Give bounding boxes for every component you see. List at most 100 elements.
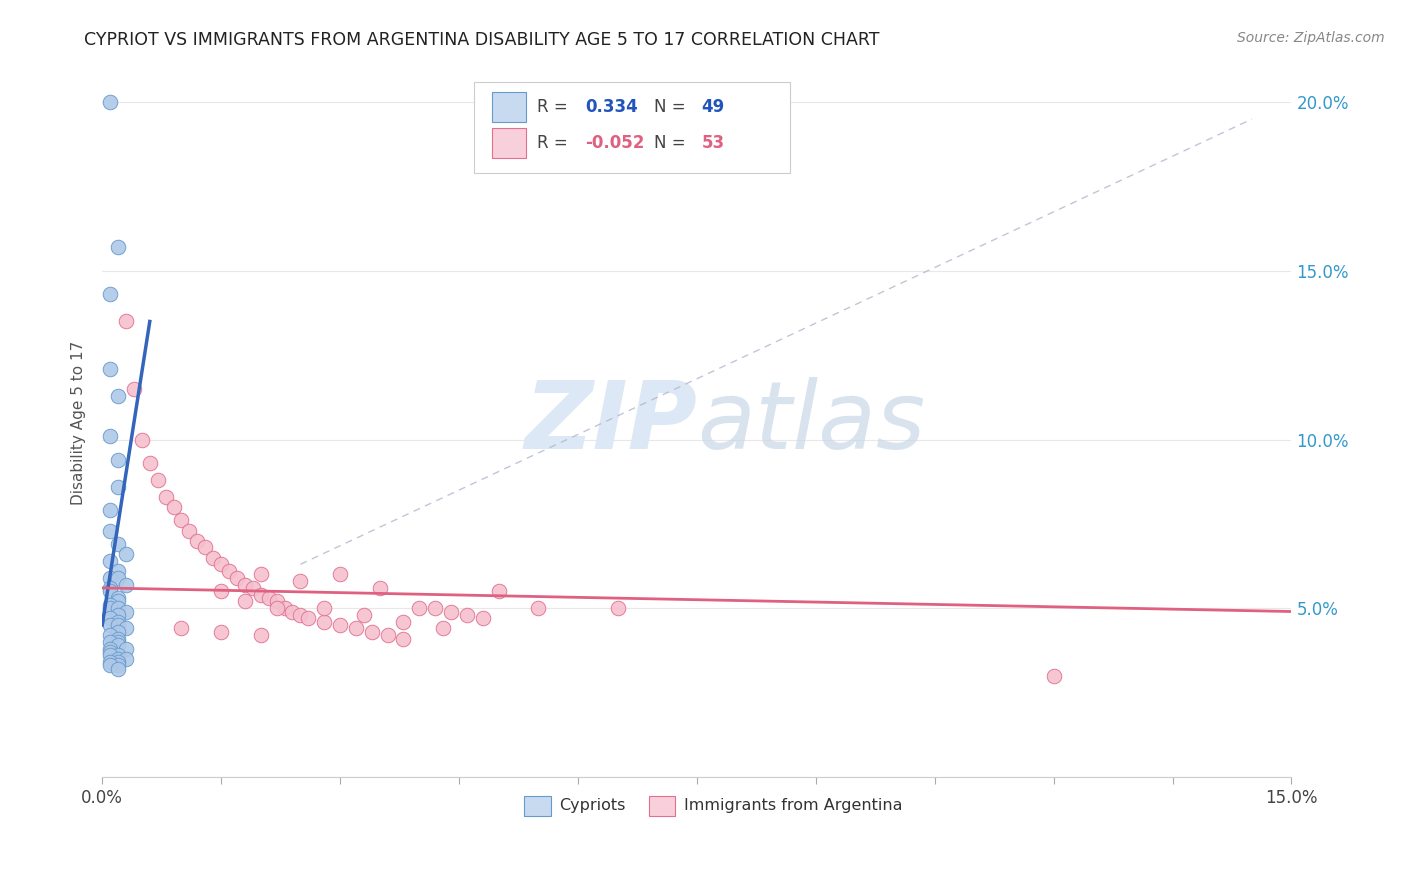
Point <box>115 641 138 656</box>
Point <box>98 503 121 517</box>
Point <box>107 571 129 585</box>
Point <box>107 480 129 494</box>
Point <box>107 635 129 649</box>
FancyBboxPatch shape <box>492 92 526 121</box>
Point <box>98 429 121 443</box>
Point <box>122 382 145 396</box>
Text: Immigrants from Argentina: Immigrants from Argentina <box>683 798 903 814</box>
Point <box>98 648 121 663</box>
Point <box>194 541 217 555</box>
Point <box>107 452 129 467</box>
Point <box>408 601 430 615</box>
Point <box>290 607 312 622</box>
Point <box>202 550 225 565</box>
Point <box>257 591 280 605</box>
Point <box>107 240 129 254</box>
FancyBboxPatch shape <box>524 796 551 816</box>
Text: -0.052: -0.052 <box>585 134 644 152</box>
Point <box>98 601 121 615</box>
Y-axis label: Disability Age 5 to 17: Disability Age 5 to 17 <box>72 341 86 505</box>
Point <box>368 581 391 595</box>
Point <box>266 594 288 608</box>
Point <box>209 584 232 599</box>
Point <box>98 628 121 642</box>
Point <box>107 624 129 639</box>
Point <box>360 624 382 639</box>
Point <box>107 618 129 632</box>
Point <box>107 658 129 673</box>
Point <box>107 615 129 629</box>
Point <box>170 621 193 635</box>
Point <box>226 571 249 585</box>
Point <box>249 567 271 582</box>
Text: CYPRIOT VS IMMIGRANTS FROM ARGENTINA DISABILITY AGE 5 TO 17 CORRELATION CHART: CYPRIOT VS IMMIGRANTS FROM ARGENTINA DIS… <box>84 31 880 49</box>
Point <box>155 490 177 504</box>
Point <box>218 564 240 578</box>
Text: 53: 53 <box>702 134 724 152</box>
Point <box>266 601 288 615</box>
Text: R =: R = <box>537 98 574 116</box>
Point <box>162 500 184 514</box>
Point <box>353 607 375 622</box>
Text: Source: ZipAtlas.com: Source: ZipAtlas.com <box>1237 31 1385 45</box>
Point <box>606 601 628 615</box>
Point <box>115 547 138 561</box>
Point <box>98 611 121 625</box>
Point <box>98 554 121 568</box>
Point <box>249 628 271 642</box>
Point <box>139 456 162 470</box>
Point <box>98 655 121 669</box>
Point <box>329 618 352 632</box>
Point <box>344 621 367 635</box>
Text: R =: R = <box>537 134 574 152</box>
Point <box>131 433 153 447</box>
Text: N =: N = <box>654 134 690 152</box>
Point <box>273 601 295 615</box>
Point <box>115 577 138 591</box>
Point <box>107 632 129 646</box>
Point <box>107 651 129 665</box>
Point <box>233 577 256 591</box>
Point <box>98 571 121 585</box>
Text: ZIP: ZIP <box>524 376 697 468</box>
Point <box>392 615 415 629</box>
Point <box>98 618 121 632</box>
Point <box>107 655 129 669</box>
Point <box>209 558 232 572</box>
Point <box>107 591 129 605</box>
FancyBboxPatch shape <box>650 796 675 816</box>
Text: Cypriots: Cypriots <box>558 798 626 814</box>
Point <box>290 574 312 589</box>
Point <box>170 513 193 527</box>
Text: 0.334: 0.334 <box>585 98 638 116</box>
Point <box>115 621 138 635</box>
Point <box>107 607 129 622</box>
Text: atlas: atlas <box>697 377 925 468</box>
Point <box>281 605 304 619</box>
Point <box>392 632 415 646</box>
Point <box>115 605 138 619</box>
Point <box>115 314 138 328</box>
Point <box>98 658 121 673</box>
Point <box>98 635 121 649</box>
Point <box>107 564 129 578</box>
Point <box>107 648 129 663</box>
Text: 49: 49 <box>702 98 725 116</box>
FancyBboxPatch shape <box>492 128 526 158</box>
Point <box>488 584 510 599</box>
Point <box>314 601 336 615</box>
Point <box>425 601 447 615</box>
Point <box>377 628 399 642</box>
Point <box>98 641 121 656</box>
Point <box>98 645 121 659</box>
Point <box>107 389 129 403</box>
FancyBboxPatch shape <box>474 82 790 173</box>
Point <box>471 611 494 625</box>
Point <box>249 588 271 602</box>
Point <box>242 581 264 595</box>
Point <box>456 607 478 622</box>
Point <box>107 537 129 551</box>
Point <box>107 594 129 608</box>
Point <box>146 473 169 487</box>
Point <box>98 524 121 538</box>
